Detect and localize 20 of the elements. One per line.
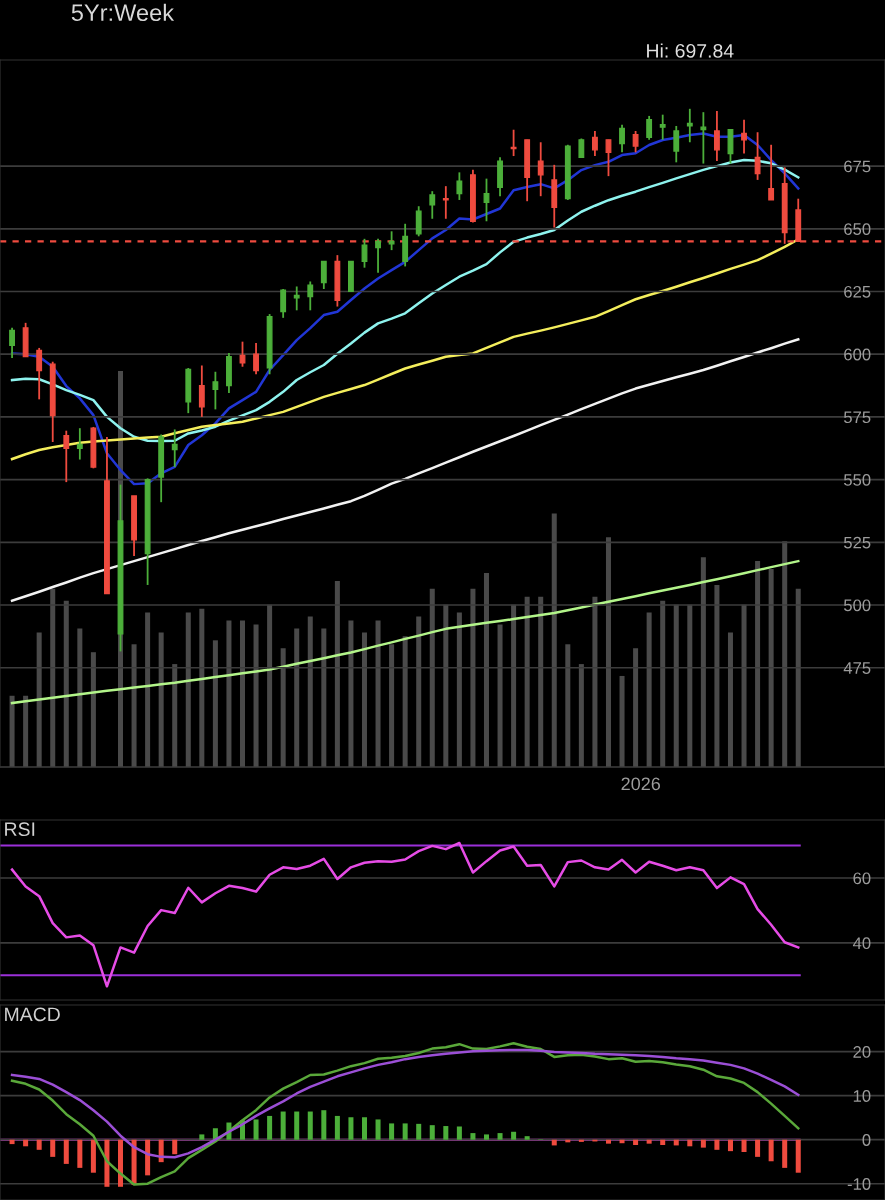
y-tick-label: 550 xyxy=(843,474,871,486)
y-tick-label: 0 xyxy=(862,1134,871,1146)
y-tick-label: 675 xyxy=(844,160,871,173)
chart-title: MACD xyxy=(5,1007,60,1022)
y-tick-label: 500 xyxy=(843,599,871,612)
y-tick-label: 525 xyxy=(843,536,871,549)
y-tick-label: 10 xyxy=(853,1090,871,1102)
y-tick-label: 600 xyxy=(844,348,871,361)
chart-title: RSI xyxy=(5,822,35,837)
text: 2026 xyxy=(621,777,661,791)
y-tick-label: 625 xyxy=(844,285,871,298)
chart-title: 5Yr:Week xyxy=(71,3,175,22)
y-tick-label: 475 xyxy=(843,662,871,674)
y-tick-label: 575 xyxy=(843,411,871,424)
y-tick-label: 60 xyxy=(853,872,871,885)
annotation: Hi: 697.84 xyxy=(647,43,734,58)
y-tick-label: -10 xyxy=(847,1178,871,1190)
y-tick-label: 20 xyxy=(853,1046,871,1058)
y-tick-label: 40 xyxy=(852,937,871,950)
y-tick-label: 650 xyxy=(844,223,871,235)
